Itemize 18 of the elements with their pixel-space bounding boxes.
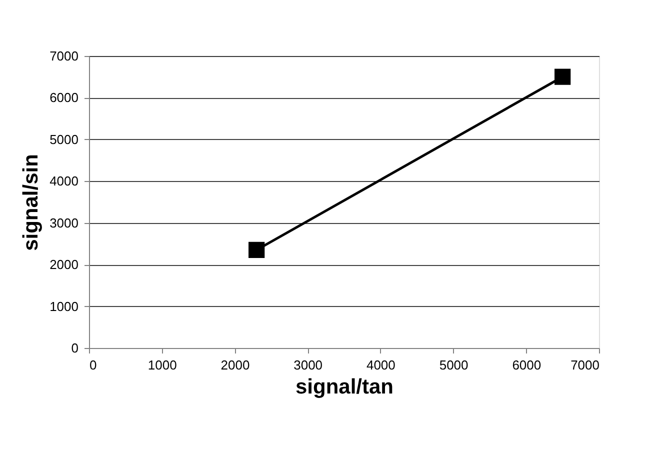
y-tick-label: 3000 xyxy=(50,215,78,230)
x-tick-label: 3000 xyxy=(294,358,323,372)
x-axis-title: signal/tan xyxy=(295,376,394,398)
x-tick-label: 1000 xyxy=(148,358,177,372)
y-tick-label: 2000 xyxy=(50,257,78,272)
y-tick-label: 6000 xyxy=(50,90,78,106)
x-tick-label: 2000 xyxy=(220,358,250,372)
y-tick-label: 7000 xyxy=(50,48,78,64)
y-tick-label: 0 xyxy=(71,340,78,356)
x-tick-label: 4000 xyxy=(366,358,396,372)
x-tick-label: 5000 xyxy=(439,358,468,372)
y-tick-label: 5000 xyxy=(50,132,78,147)
x-tick-label: 6000 xyxy=(512,358,542,372)
y-tick-label: 1000 xyxy=(50,298,78,314)
x-tick-label: 0 xyxy=(90,358,97,372)
y-tick-label: 4000 xyxy=(50,174,78,189)
y-axis-title: signal/sin xyxy=(20,154,43,251)
x-tick-label: 7000 xyxy=(570,358,600,372)
